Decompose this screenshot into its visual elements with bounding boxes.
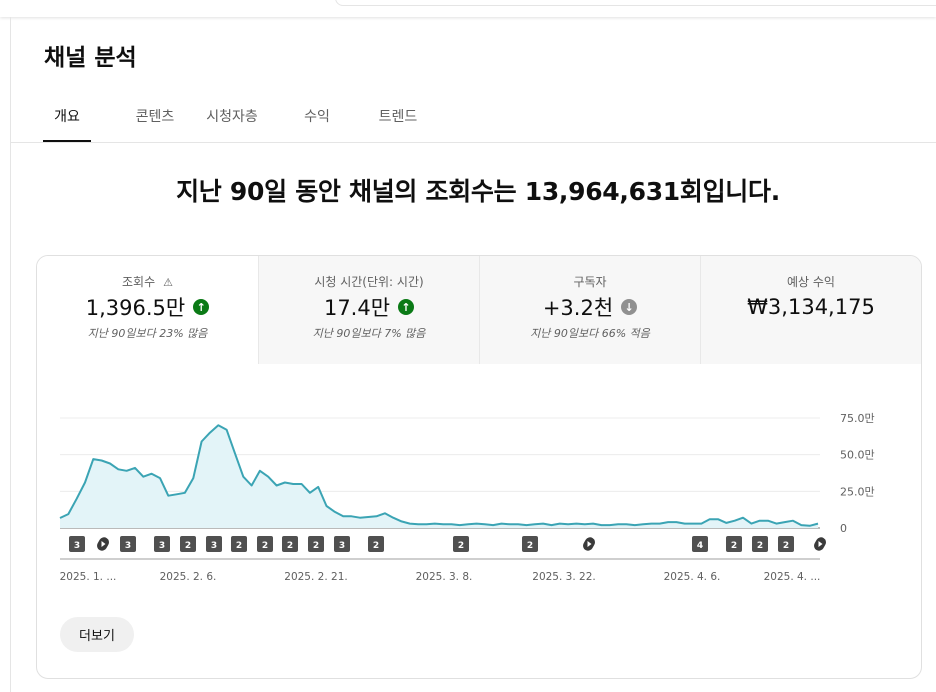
summary-headline: 지난 90일 동안 채널의 조회수는 13,964,631회입니다. bbox=[0, 172, 936, 208]
upload-count-label: 2 bbox=[373, 541, 379, 551]
x-tick-label: 2025. 3. 8. bbox=[416, 571, 473, 583]
shorts-icon bbox=[814, 537, 826, 551]
headline-view-count: 13,964,631 bbox=[524, 177, 680, 206]
metric-label: 예상 수익 bbox=[787, 275, 835, 289]
upload-count-badge bbox=[334, 536, 350, 552]
upload-count-badge bbox=[522, 536, 538, 552]
upload-count-badge bbox=[752, 536, 768, 552]
upload-count-badge bbox=[257, 536, 273, 552]
views-area bbox=[60, 425, 818, 528]
upload-count-label: 2 bbox=[236, 541, 242, 551]
upload-count-label: 3 bbox=[211, 541, 217, 551]
upload-count-label: 3 bbox=[339, 541, 345, 551]
upload-count-label: 2 bbox=[287, 541, 293, 551]
tab-content[interactable]: 콘텐츠 bbox=[135, 109, 175, 125]
arrow-up-icon: ↑ bbox=[398, 299, 415, 315]
tab-audience[interactable]: 시청자층 bbox=[206, 109, 258, 125]
upload-count-badge bbox=[453, 536, 469, 552]
play-glyph bbox=[587, 541, 592, 547]
upload-count-label: 2 bbox=[262, 541, 268, 551]
headline-prefix: 지난 90일 동안 채널의 조회수는 bbox=[176, 177, 525, 206]
x-tick-label: 2025. 4. ... bbox=[764, 571, 821, 583]
upload-count-label: 2 bbox=[185, 541, 191, 551]
upload-count-badge bbox=[69, 536, 85, 552]
upload-count-label: 3 bbox=[74, 541, 80, 551]
upload-count-label: 2 bbox=[783, 541, 789, 551]
warning-icon[interactable]: ⚠ bbox=[163, 276, 173, 289]
arrow-down-icon: ↓ bbox=[621, 299, 638, 315]
metric-label: 시청 시간(단위: 시간) bbox=[314, 275, 424, 289]
upload-count-label: 4 bbox=[697, 541, 703, 551]
metric-value: ₩3,134,175 bbox=[747, 295, 875, 319]
upload-count-badge bbox=[180, 536, 196, 552]
upload-count-badge bbox=[154, 536, 170, 552]
upload-count-label: 3 bbox=[125, 541, 131, 551]
upload-count-badge bbox=[308, 536, 324, 552]
x-tick-label: 2025. 4. 6. bbox=[664, 571, 721, 583]
shorts-icon bbox=[583, 537, 595, 551]
x-tick-label: 2025. 3. 22. bbox=[532, 571, 595, 583]
upload-count-label: 2 bbox=[313, 541, 319, 551]
metric-value: 1,396.5만 bbox=[85, 296, 186, 320]
metric-delta: 지난 90일보다 7% 많음 bbox=[312, 327, 426, 340]
upload-count-badge bbox=[120, 536, 136, 552]
upload-count-label: 2 bbox=[757, 541, 763, 551]
top-bar bbox=[0, 0, 936, 17]
views-line bbox=[59, 424, 819, 527]
metric-delta: 지난 90일보다 66% 적음 bbox=[530, 327, 650, 340]
metric-value: +3.2천 bbox=[542, 296, 614, 320]
upload-count-badge bbox=[282, 536, 298, 552]
upload-count-badge bbox=[778, 536, 794, 552]
upload-count-badge bbox=[368, 536, 384, 552]
upload-count-badge bbox=[231, 536, 247, 552]
x-tick-label: 2025. 1. ... bbox=[60, 571, 117, 583]
metric-value: 17.4만 bbox=[323, 296, 391, 320]
tab-divider bbox=[11, 142, 936, 143]
metric-label: 조회수 bbox=[122, 275, 156, 289]
play-glyph bbox=[101, 541, 106, 547]
upload-count-label: 2 bbox=[458, 541, 464, 551]
y-tick-label: 75.0만 bbox=[840, 412, 875, 425]
x-tick-label: 2025. 2. 21. bbox=[284, 571, 347, 583]
upload-count-label: 2 bbox=[731, 541, 737, 551]
metric-revenue[interactable]: 예상 수익 ₩3,134,175 bbox=[700, 256, 921, 364]
metric-subscribers[interactable]: 구독자 +3.2천 ↓ 지난 90일보다 66% 적음 bbox=[479, 256, 700, 364]
upload-count-badge bbox=[692, 536, 708, 552]
tab-trends[interactable]: 트렌드 bbox=[378, 109, 418, 125]
play-glyph bbox=[818, 541, 823, 547]
y-tick-label: 50.0만 bbox=[840, 449, 875, 462]
shorts-icon bbox=[96, 537, 109, 551]
y-tick-label: 0 bbox=[840, 522, 847, 535]
sidebar-divider bbox=[10, 17, 11, 692]
x-tick-label: 2025. 2. 6. bbox=[160, 571, 217, 583]
headline-suffix: 회입니다. bbox=[679, 177, 780, 206]
metric-views[interactable]: 조회수 ⚠ 1,396.5만 ↑ 지난 90일보다 23% 많음 bbox=[37, 256, 258, 364]
more-button[interactable]: 더보기 bbox=[60, 617, 134, 652]
upload-count-label: 3 bbox=[159, 541, 165, 551]
metric-watch-time[interactable]: 시청 시간(단위: 시간) 17.4만 ↑ 지난 90일보다 7% 많음 bbox=[258, 256, 479, 364]
metric-tabs: 조회수 ⚠ 1,396.5만 ↑ 지난 90일보다 23% 많음 시청 시간(단위:… bbox=[37, 256, 921, 364]
analytics-card: 조회수 ⚠ 1,396.5만 ↑ 지난 90일보다 23% 많음 시청 시간(단위:… bbox=[36, 255, 922, 679]
upload-count-badge bbox=[726, 536, 742, 552]
tab-revenue[interactable]: 수익 bbox=[304, 109, 330, 125]
page-title: 채널 분석 bbox=[44, 45, 137, 71]
upload-count-label: 2 bbox=[527, 541, 533, 551]
arrow-up-icon: ↑ bbox=[193, 299, 210, 315]
upload-count-badge bbox=[206, 536, 222, 552]
tab-overview[interactable]: 개요 bbox=[43, 106, 91, 143]
metric-delta: 지난 90일보다 23% 많음 bbox=[87, 327, 208, 340]
metric-label: 구독자 bbox=[573, 275, 607, 289]
y-tick-label: 25.0만 bbox=[840, 485, 875, 498]
tab-bar: 개요 콘텐츠 시청자층 수익 트렌드 bbox=[43, 106, 423, 143]
